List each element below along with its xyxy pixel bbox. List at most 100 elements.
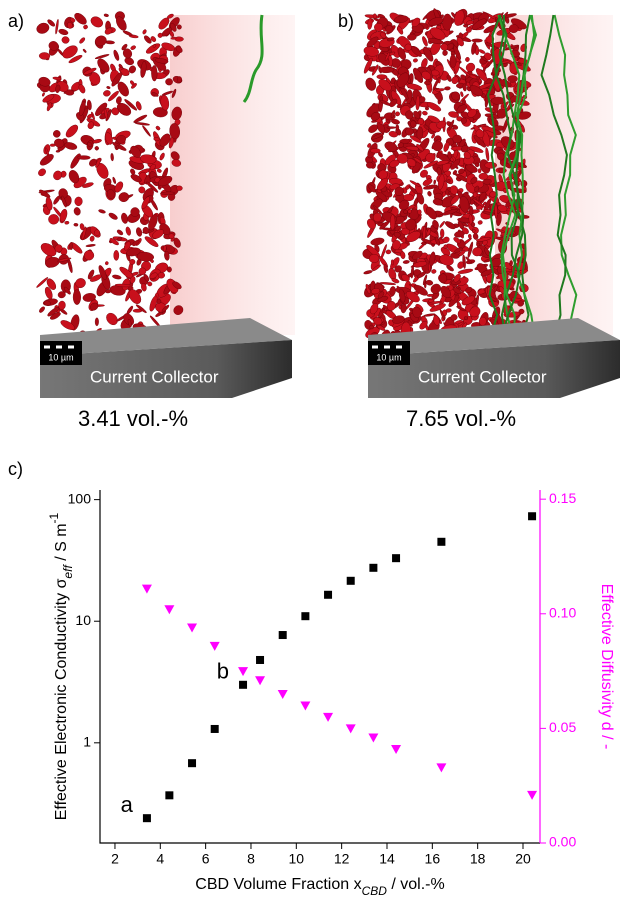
blob — [467, 241, 474, 258]
blob — [141, 283, 147, 292]
blob — [161, 304, 170, 313]
blob — [478, 316, 487, 326]
x-tick-label: 2 — [111, 851, 119, 867]
blob — [67, 258, 73, 274]
x-tick-label: 10 — [289, 851, 305, 867]
blob — [461, 145, 469, 153]
blob — [471, 18, 487, 30]
blob — [379, 221, 390, 230]
blob — [160, 191, 176, 195]
blob — [46, 102, 52, 112]
blob — [416, 144, 424, 152]
blob — [164, 250, 170, 261]
blob — [157, 32, 163, 38]
blob — [103, 13, 109, 17]
blob — [393, 231, 401, 238]
blob — [124, 99, 138, 111]
blob — [55, 84, 61, 94]
path-line — [553, 14, 578, 336]
blob — [405, 291, 420, 303]
blob — [89, 235, 95, 242]
blob — [379, 32, 387, 39]
blob — [103, 108, 108, 121]
blob — [485, 147, 490, 162]
blob — [444, 221, 456, 230]
blob — [130, 174, 142, 183]
marker-triangle — [391, 745, 402, 755]
blob — [470, 176, 478, 184]
blob — [140, 60, 147, 78]
y-tick-label: 10 — [75, 612, 91, 628]
marker-square — [528, 512, 537, 521]
blob — [126, 247, 141, 257]
blob — [82, 182, 94, 188]
blob — [476, 236, 492, 242]
blob — [97, 58, 110, 73]
x-tick-label: 12 — [334, 851, 350, 867]
blob — [161, 90, 174, 96]
path-line — [500, 14, 538, 336]
blob — [423, 313, 436, 317]
blob — [363, 57, 373, 74]
blob — [372, 264, 381, 272]
blob — [104, 27, 113, 35]
blob — [134, 122, 150, 126]
blob — [475, 294, 479, 305]
blob — [392, 315, 405, 324]
blob — [429, 303, 446, 312]
blob — [167, 13, 174, 19]
blob — [130, 80, 135, 86]
blob — [371, 64, 379, 76]
blob — [138, 267, 147, 276]
marker-triangle — [300, 701, 311, 711]
blob — [429, 27, 446, 40]
blob — [389, 159, 400, 168]
blob — [411, 17, 421, 27]
blob — [378, 169, 388, 180]
blob — [117, 81, 129, 97]
blob — [466, 20, 474, 25]
blob — [465, 57, 470, 62]
blob — [48, 214, 60, 225]
blob — [156, 168, 162, 173]
blob — [426, 102, 442, 112]
blob — [55, 150, 61, 153]
blob — [49, 312, 61, 320]
y-axis-title: Effective Electronic Conductivity σeff /… — [47, 512, 75, 820]
blob — [54, 244, 63, 253]
blob — [422, 178, 433, 186]
blob — [450, 314, 458, 321]
cbd-blobs — [36, 11, 184, 338]
panel-label: a) — [8, 11, 24, 31]
blob — [396, 72, 410, 88]
blob — [94, 229, 100, 236]
blob — [425, 280, 434, 286]
blob — [116, 102, 132, 116]
blob — [39, 154, 54, 166]
blob — [389, 286, 396, 296]
path-lines — [486, 14, 578, 336]
blob — [407, 33, 417, 41]
blob — [413, 67, 424, 83]
blob — [376, 177, 389, 191]
blob — [456, 104, 467, 114]
blob — [367, 218, 376, 230]
blob — [443, 141, 450, 152]
blob — [422, 274, 428, 286]
collector-front — [40, 340, 292, 398]
blob — [427, 301, 443, 305]
blob — [422, 110, 428, 116]
blob — [447, 151, 452, 160]
blob — [401, 274, 410, 282]
blob — [368, 253, 380, 263]
blob — [402, 260, 410, 264]
blob — [136, 227, 143, 237]
blob — [113, 49, 120, 61]
blob — [87, 141, 93, 147]
blob — [430, 283, 441, 294]
blob — [177, 76, 182, 83]
blob — [142, 125, 151, 137]
blob — [128, 65, 136, 74]
scale-label: 10 µm — [376, 352, 401, 362]
scale-bar — [368, 341, 410, 365]
